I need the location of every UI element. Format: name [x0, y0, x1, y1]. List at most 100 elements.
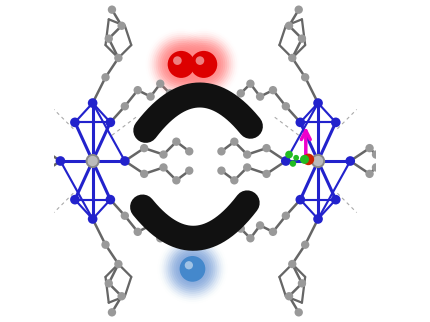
Circle shape — [151, 35, 211, 94]
Circle shape — [140, 144, 148, 152]
Circle shape — [256, 221, 264, 230]
Circle shape — [101, 241, 110, 249]
Circle shape — [295, 5, 303, 14]
Circle shape — [156, 39, 207, 90]
Circle shape — [150, 33, 213, 96]
Circle shape — [146, 221, 155, 230]
Circle shape — [237, 89, 245, 98]
Circle shape — [180, 256, 206, 282]
Circle shape — [88, 98, 98, 108]
Circle shape — [156, 234, 164, 242]
Circle shape — [243, 150, 252, 159]
Circle shape — [158, 41, 205, 88]
Circle shape — [269, 228, 277, 236]
Circle shape — [108, 5, 116, 14]
Circle shape — [121, 102, 129, 110]
Circle shape — [178, 254, 207, 284]
Circle shape — [105, 118, 115, 127]
Circle shape — [166, 49, 197, 80]
Circle shape — [293, 155, 299, 161]
Circle shape — [237, 224, 245, 233]
Circle shape — [31, 163, 39, 172]
Circle shape — [262, 170, 271, 178]
Circle shape — [262, 144, 271, 152]
Circle shape — [282, 212, 290, 220]
Circle shape — [166, 224, 174, 233]
Circle shape — [163, 240, 221, 298]
Circle shape — [313, 98, 323, 108]
Circle shape — [173, 56, 182, 65]
Circle shape — [269, 86, 277, 94]
Circle shape — [114, 260, 123, 268]
Circle shape — [184, 45, 223, 84]
Circle shape — [288, 54, 296, 62]
Circle shape — [295, 308, 303, 317]
Circle shape — [295, 118, 305, 127]
Circle shape — [174, 250, 212, 288]
Circle shape — [117, 22, 126, 30]
Circle shape — [243, 163, 252, 172]
Circle shape — [169, 246, 215, 292]
Circle shape — [288, 260, 296, 268]
Circle shape — [140, 170, 148, 178]
Circle shape — [303, 154, 314, 165]
Circle shape — [285, 22, 293, 30]
Circle shape — [108, 308, 116, 317]
Circle shape — [37, 170, 45, 178]
Circle shape — [301, 241, 309, 249]
Circle shape — [134, 86, 142, 94]
Circle shape — [168, 51, 195, 78]
Circle shape — [182, 43, 225, 86]
Circle shape — [172, 137, 181, 146]
Circle shape — [134, 228, 142, 236]
Circle shape — [285, 151, 293, 158]
Circle shape — [185, 166, 194, 175]
Circle shape — [230, 176, 239, 185]
Circle shape — [311, 154, 325, 168]
Circle shape — [172, 33, 235, 96]
Circle shape — [176, 37, 231, 92]
Circle shape — [162, 238, 224, 300]
Circle shape — [295, 195, 305, 204]
Circle shape — [285, 292, 293, 300]
Circle shape — [159, 163, 168, 172]
Circle shape — [164, 47, 199, 82]
Circle shape — [298, 34, 306, 43]
Circle shape — [230, 137, 239, 146]
Circle shape — [146, 92, 155, 101]
Circle shape — [175, 252, 209, 286]
Circle shape — [162, 45, 201, 84]
Circle shape — [185, 261, 193, 270]
Circle shape — [190, 51, 217, 78]
Circle shape — [372, 163, 380, 172]
Circle shape — [87, 156, 98, 166]
Circle shape — [246, 80, 255, 88]
Circle shape — [246, 234, 255, 242]
Circle shape — [105, 195, 115, 204]
Circle shape — [372, 150, 380, 159]
Circle shape — [154, 37, 209, 92]
Circle shape — [298, 279, 306, 288]
Circle shape — [172, 248, 213, 290]
Circle shape — [178, 39, 229, 90]
Circle shape — [345, 156, 355, 166]
Circle shape — [70, 118, 80, 127]
Circle shape — [300, 155, 309, 164]
Circle shape — [366, 170, 374, 178]
Circle shape — [185, 147, 194, 156]
Circle shape — [31, 150, 39, 159]
Circle shape — [156, 80, 164, 88]
Circle shape — [55, 156, 65, 166]
Circle shape — [290, 160, 296, 167]
Circle shape — [121, 212, 129, 220]
Circle shape — [180, 41, 227, 88]
Circle shape — [174, 35, 233, 94]
Circle shape — [186, 47, 221, 82]
Circle shape — [166, 89, 174, 98]
Circle shape — [86, 154, 100, 168]
Circle shape — [188, 49, 219, 80]
Circle shape — [172, 176, 181, 185]
Circle shape — [101, 73, 110, 81]
Circle shape — [196, 56, 204, 65]
Circle shape — [331, 195, 341, 204]
